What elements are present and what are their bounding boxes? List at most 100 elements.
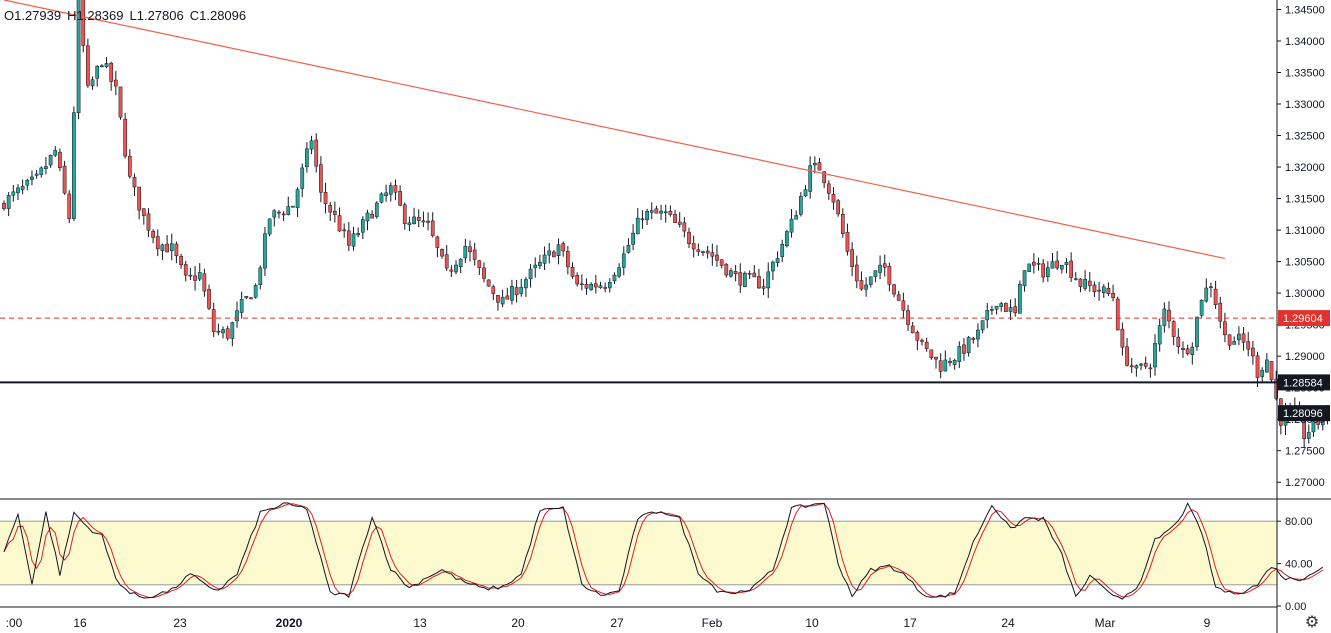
- candle-body: [1223, 321, 1227, 336]
- candle-body: [962, 344, 966, 354]
- candle-body: [351, 233, 356, 247]
- time-tick-label: 9: [1204, 616, 1211, 630]
- candle-body: [1087, 280, 1092, 286]
- candle-body: [1092, 284, 1097, 293]
- candle-body: [1190, 346, 1195, 355]
- candle-body: [1045, 267, 1050, 277]
- candle-body: [72, 112, 76, 219]
- candle-body: [873, 270, 878, 277]
- support-price-tag: 1.28584: [1283, 377, 1323, 389]
- candle-body: [948, 360, 952, 364]
- candle-body: [901, 300, 906, 311]
- candle-body: [514, 287, 519, 296]
- candle-body: [1059, 265, 1064, 270]
- candle-body: [845, 231, 850, 252]
- candle-body: [668, 210, 673, 215]
- candle-body: [1162, 308, 1167, 326]
- candle-body: [1260, 370, 1265, 377]
- candle-body: [277, 211, 281, 214]
- candle-body: [165, 243, 169, 253]
- candle-body: [533, 264, 538, 269]
- candle-body: [1125, 346, 1129, 366]
- candle-body: [477, 260, 482, 268]
- price-tick-label: 1.29000: [1285, 351, 1325, 363]
- candle-body: [994, 305, 999, 310]
- candle-body: [603, 287, 607, 289]
- candle-body: [463, 246, 468, 259]
- support-price-tag-bg: [1278, 374, 1330, 391]
- candle-body: [211, 309, 216, 332]
- candle-body: [999, 303, 1004, 307]
- candle-body: [342, 229, 347, 232]
- candle-body: [1139, 363, 1143, 366]
- candle-body: [207, 289, 211, 309]
- osc-tick-label: 40.00: [1285, 559, 1313, 571]
- candle-body: [831, 194, 836, 203]
- candle-body: [500, 297, 505, 305]
- candle-body: [957, 346, 962, 362]
- candle-body: [113, 79, 118, 87]
- ohlc-legend: O1.27939 H1.28369 L1.27806 C1.28096: [4, 8, 252, 23]
- candle-body: [360, 219, 365, 233]
- candle-body: [174, 243, 179, 257]
- candle-body: [868, 276, 873, 285]
- candle-body: [286, 206, 291, 215]
- stoch-k-line: [3, 502, 1324, 600]
- time-tick-label: 27: [610, 616, 624, 630]
- settings-gear-icon[interactable]: ⚙: [1304, 612, 1320, 631]
- candle-body: [952, 360, 957, 365]
- candle-body: [267, 218, 272, 235]
- candle-body: [1306, 432, 1311, 439]
- candle-body: [146, 213, 151, 231]
- candle-body: [458, 258, 463, 267]
- high-value: H1.28369: [67, 8, 124, 23]
- candle-body: [924, 341, 929, 349]
- candle-body: [966, 337, 971, 353]
- candle-body: [235, 310, 239, 322]
- candle-body: [1269, 361, 1274, 381]
- candle-body: [263, 233, 267, 269]
- open-value: O1.27939: [4, 8, 62, 23]
- candle-body: [990, 309, 994, 311]
- price-tick-label: 1.30500: [1285, 257, 1325, 269]
- candle-body: [1120, 328, 1125, 348]
- osc-tick-label: 80.00: [1285, 516, 1313, 528]
- candle-body: [1129, 365, 1134, 368]
- candle-body: [640, 218, 645, 221]
- candle-body: [729, 270, 733, 277]
- candle-body: [426, 220, 430, 223]
- candle-body: [20, 186, 25, 190]
- candle-body: [202, 273, 207, 292]
- candle-body: [1171, 321, 1176, 337]
- candle-body: [333, 210, 337, 215]
- candle-body: [430, 220, 435, 236]
- candle-body: [794, 215, 799, 220]
- candle-body: [444, 254, 449, 269]
- candle-body: [747, 273, 752, 275]
- candle-body: [449, 269, 454, 272]
- candle-body: [985, 310, 990, 321]
- time-tick-label: Mar: [1095, 616, 1116, 630]
- candle-body: [1209, 286, 1213, 288]
- candle-body: [892, 284, 896, 295]
- candle-body: [249, 297, 253, 300]
- candle-body: [216, 330, 221, 333]
- candle-body: [398, 191, 402, 206]
- candle-body: [840, 214, 845, 234]
- candle-body: [179, 255, 183, 265]
- candle-body: [724, 263, 729, 276]
- candle-body: [81, 0, 86, 46]
- candle-body: [635, 217, 640, 235]
- candle-body: [137, 186, 141, 211]
- candle-body: [920, 339, 924, 342]
- candle-body: [328, 204, 333, 213]
- candle-body: [1064, 262, 1069, 266]
- candle-body: [538, 261, 542, 267]
- candle-body: [1213, 288, 1218, 305]
- candle-body: [1204, 287, 1209, 302]
- candle-body: [1111, 292, 1115, 298]
- candle-body: [58, 151, 62, 168]
- candle-body: [561, 243, 566, 252]
- candle-body: [826, 183, 831, 194]
